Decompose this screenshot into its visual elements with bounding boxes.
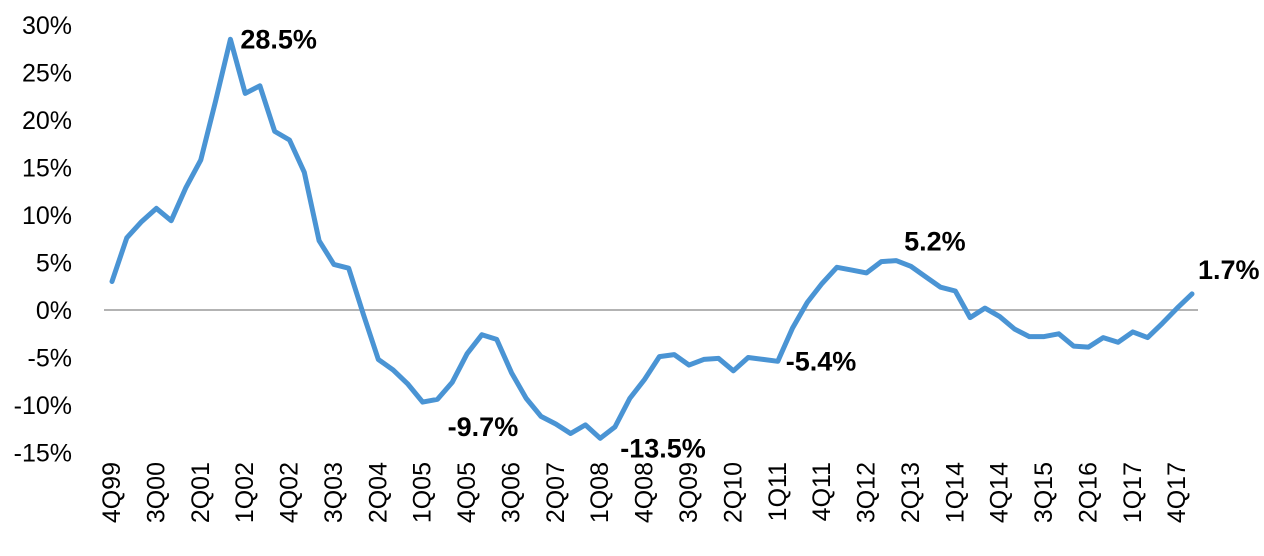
data-point-annotations: 28.5% -9.7% -13.5% -5.4% 5.2% 1.7% [240,24,1259,463]
y-axis-tick-label: 0% [36,297,72,325]
data-label: 28.5% [240,24,317,54]
x-axis-tick-label: 4Q08 [631,462,659,523]
x-axis-tick-label: 2Q13 [897,462,925,523]
data-label: 1.7% [1198,255,1260,285]
x-axis-tick-label: 3Q06 [497,462,525,523]
x-axis-tick-label: 4Q14 [986,462,1014,523]
x-axis-tick-label: 1Q17 [1119,462,1147,523]
data-label: -5.4% [786,346,857,376]
x-axis-tick-label: 1Q02 [231,462,259,523]
y-axis-tick-label: 25% [22,60,72,88]
data-label: -13.5% [620,433,706,463]
x-axis-tick-label: 2Q04 [364,462,392,523]
x-axis-tick-label: 4Q11 [808,462,836,521]
x-axis-tick-label: 3Q15 [1030,462,1058,523]
x-axis-tick-label: 4Q17 [1163,462,1191,523]
series-line [109,36,1195,441]
x-axis-tick-label: 4Q02 [276,462,304,523]
y-axis-tick-labels: 30% 25% 20% 15% 10% 5% 0% -5% -10% -15% [14,12,72,468]
x-axis-tick-label: 2Q01 [187,462,215,523]
y-axis-tick-label: 5% [36,250,72,278]
y-axis-tick-label: 10% [22,202,72,230]
x-axis-tick-label: 3Q00 [142,462,170,523]
y-axis-tick-label: -5% [28,345,72,373]
x-axis-tick-label: 2Q10 [719,462,747,523]
x-axis-tick-label: 1Q05 [409,462,437,523]
y-axis-tick-label: 20% [22,107,72,135]
x-axis-tick-labels: 4Q99 3Q00 2Q01 1Q02 4Q02 3Q03 2Q04 1Q05 4Q05 3Q06… [98,462,1191,523]
data-series-group [109,36,1195,441]
data-label: 5.2% [904,227,966,257]
y-axis-tick-label: -10% [14,392,72,420]
x-axis-tick-label: 3Q09 [675,462,703,523]
x-axis-tick-label: 4Q99 [98,462,126,523]
y-axis-tick-label: -15% [14,440,72,468]
x-axis-tick-label: 3Q12 [853,462,881,523]
data-label: -9.7% [448,412,519,442]
x-axis-tick-label: 3Q03 [320,462,348,523]
x-axis-tick-label: 1Q08 [586,462,614,523]
x-axis-tick-label: 1Q14 [941,462,969,523]
x-axis-tick-label: 4Q05 [453,462,481,523]
x-axis-tick-label: 2Q16 [1074,462,1102,523]
y-axis-tick-label: 15% [22,155,72,183]
x-axis-tick-label: 2Q07 [542,462,570,523]
y-axis-tick-label: 30% [22,12,72,40]
x-axis-tick-label: 1Q11 [764,462,792,521]
